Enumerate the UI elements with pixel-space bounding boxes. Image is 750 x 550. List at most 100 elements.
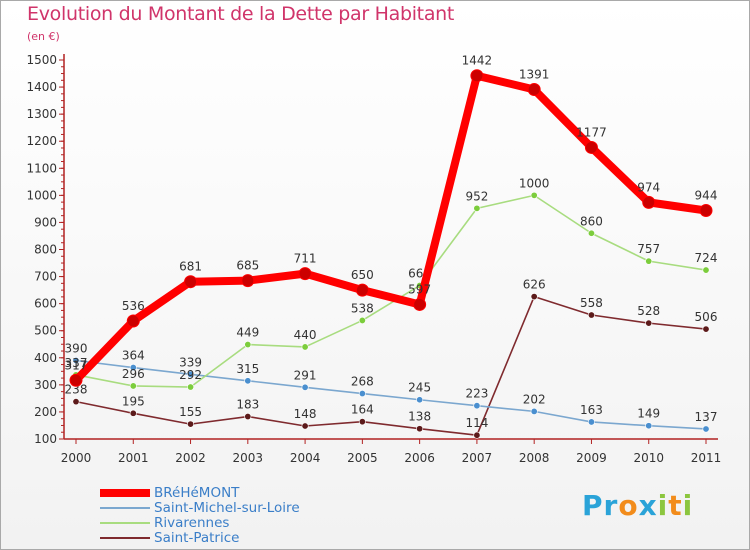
data-label: 149 (637, 407, 660, 421)
data-point (530, 407, 538, 415)
legend-label: Rivarennes (154, 515, 230, 531)
y-tick-label: 1100 (26, 161, 57, 175)
chart-subtitle: (en €) (27, 30, 60, 43)
legend-item: BRéHéMONT (100, 485, 400, 501)
data-label: 860 (580, 214, 603, 228)
data-label: 195 (122, 394, 145, 408)
data-label: 626 (523, 278, 546, 292)
y-tick-label: 500 (34, 324, 57, 338)
data-point (702, 325, 710, 333)
logo-letter: t (668, 489, 683, 522)
data-point (358, 390, 366, 398)
legend-label: Saint-Patrice (154, 530, 240, 546)
y-tick-label: 100 (34, 432, 57, 446)
data-label: 137 (695, 410, 718, 424)
data-label: 528 (637, 304, 660, 318)
data-point (72, 356, 80, 364)
data-label: 1442 (462, 54, 493, 68)
data-label: 296 (122, 367, 145, 381)
chart-legend: BRéHéMONT Saint-Michel-sur-Loire Rivarenne… (100, 485, 400, 546)
x-tick-label: 2006 (404, 451, 435, 465)
legend-swatch (100, 489, 150, 497)
data-point (416, 425, 424, 433)
data-label: 952 (465, 189, 488, 203)
data-label: 597 (408, 282, 431, 296)
y-tick-label: 600 (34, 297, 57, 311)
data-label: 268 (351, 375, 374, 389)
x-tick-label: 2002 (175, 451, 206, 465)
x-tick-label: 2007 (462, 451, 493, 465)
y-tick-label: 900 (34, 215, 57, 229)
chart-title: Evolution du Montant de la Dette par Hab… (27, 3, 455, 25)
data-point (645, 422, 653, 430)
data-point (645, 257, 653, 265)
y-tick-label: 1400 (26, 80, 57, 94)
x-tick-label: 2011 (691, 451, 722, 465)
data-point (187, 420, 195, 428)
logo-letter: o (618, 489, 639, 522)
y-tick-label: 300 (34, 378, 57, 392)
data-label: 944 (695, 189, 718, 203)
data-point (69, 373, 83, 387)
data-point (530, 191, 538, 199)
x-tick-label: 2003 (233, 451, 264, 465)
x-tick-label: 2008 (519, 451, 550, 465)
data-point (473, 431, 481, 439)
data-label: 757 (637, 242, 660, 256)
data-point (301, 343, 309, 351)
data-point (244, 377, 252, 385)
data-point (355, 283, 369, 297)
series-line (75, 194, 707, 388)
data-point (301, 422, 309, 430)
y-tick-label: 1000 (26, 188, 57, 202)
data-label: 685 (236, 259, 259, 273)
data-point (129, 364, 137, 372)
data-label: 337 (65, 356, 88, 370)
x-tick-label: 2004 (290, 451, 321, 465)
legend-swatch (100, 537, 150, 539)
y-tick-label: 400 (34, 351, 57, 365)
x-tick-label: 2009 (576, 451, 607, 465)
data-point (244, 413, 252, 421)
legend-swatch (100, 507, 150, 509)
data-point (241, 274, 255, 288)
legend-item: Saint-Patrice (100, 530, 400, 546)
data-label: 1177 (576, 125, 607, 139)
proxiti-logo: Proxiti (582, 489, 693, 522)
data-point (587, 311, 595, 319)
data-point (587, 229, 595, 237)
data-label: 223 (465, 387, 488, 401)
legend-item: Saint-Michel-sur-Loire (100, 500, 400, 516)
data-point (699, 204, 713, 218)
data-point (72, 398, 80, 406)
data-point (470, 69, 484, 83)
data-label: 724 (695, 251, 718, 265)
data-point (584, 140, 598, 154)
data-label: 536 (122, 299, 145, 313)
data-point (244, 341, 252, 349)
data-point (530, 293, 538, 301)
data-point (587, 418, 595, 426)
data-label: 440 (294, 328, 317, 342)
logo-letter: Pr (582, 489, 619, 522)
series-line (72, 71, 710, 385)
data-label: 974 (637, 180, 660, 194)
data-point (416, 396, 424, 404)
data-point (642, 195, 656, 209)
data-label: 114 (465, 416, 488, 430)
legend-item: Rivarennes (100, 515, 400, 531)
x-tick-label: 2000 (61, 451, 92, 465)
data-point (527, 83, 541, 97)
data-label: 245 (408, 381, 431, 395)
data-point (473, 402, 481, 410)
x-tick-label: 2010 (633, 451, 664, 465)
data-label: 292 (179, 368, 202, 382)
data-point (129, 409, 137, 417)
data-point (187, 370, 195, 378)
data-label: 449 (236, 326, 259, 340)
data-point (187, 383, 195, 391)
data-point (413, 297, 427, 311)
data-label: 202 (523, 392, 546, 406)
data-label: 315 (236, 362, 259, 376)
data-point (358, 316, 366, 324)
